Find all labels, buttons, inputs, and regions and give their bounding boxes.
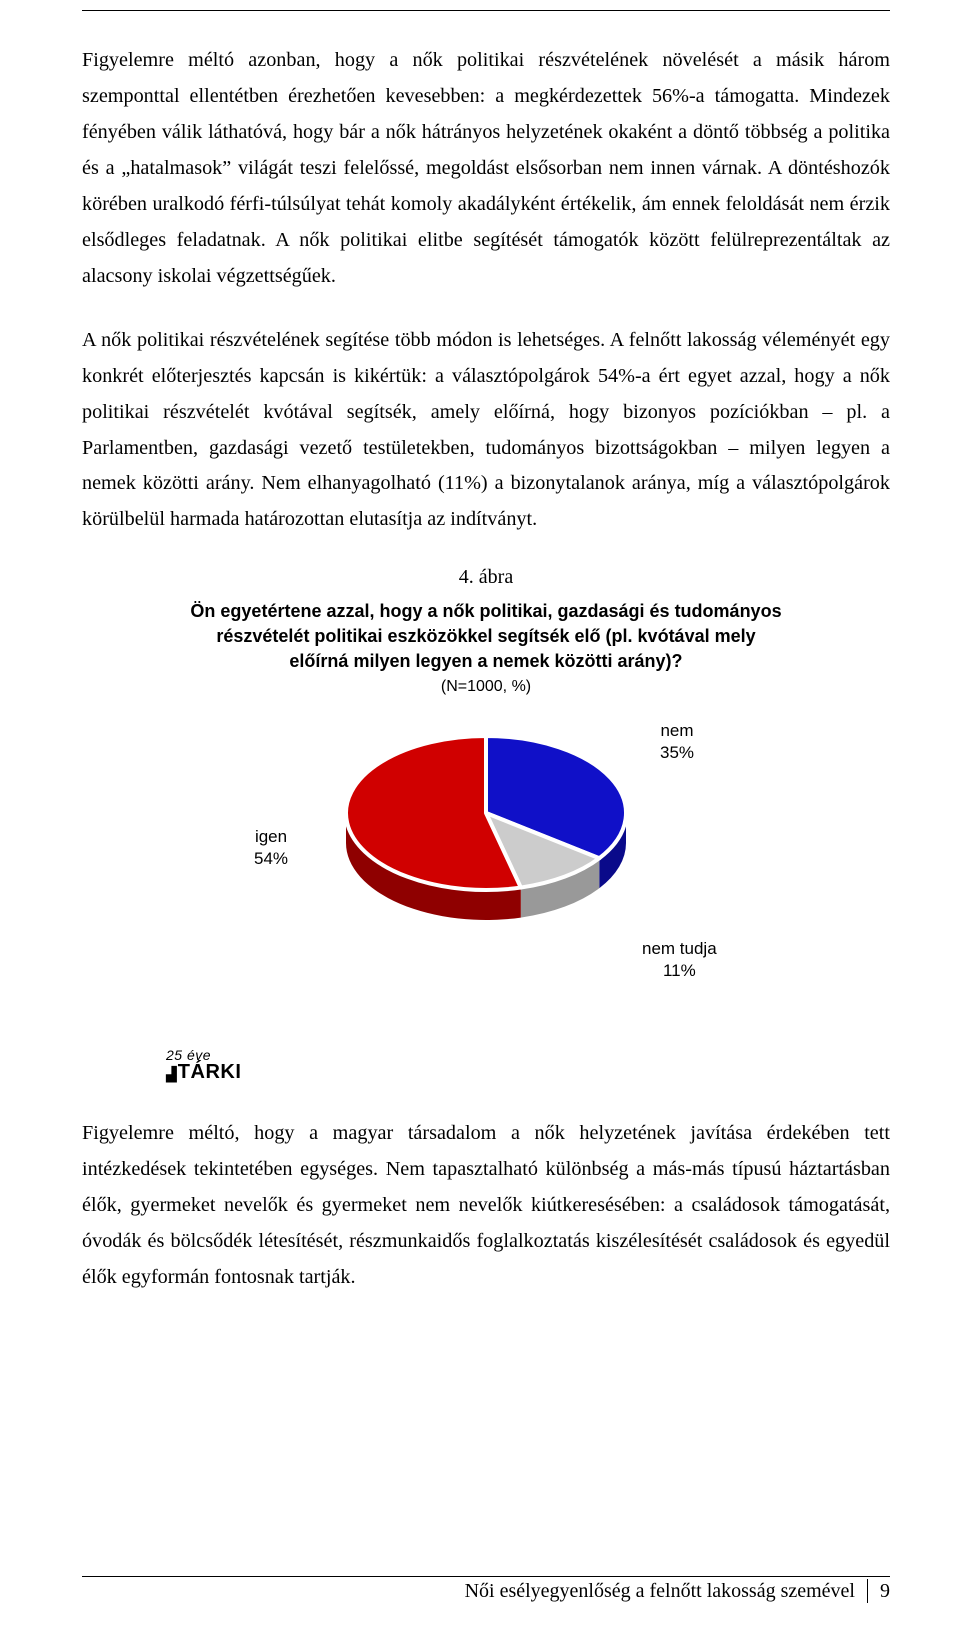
chart-title: Ön egyetértene azzal, hogy a nők politik… <box>186 599 786 673</box>
paragraph-1: Figyelemre méltó azonban, hogy a nők pol… <box>82 43 890 295</box>
footer-page-number: 9 <box>880 1580 890 1603</box>
slice-name-igen: igen <box>255 827 287 846</box>
slice-label-nem-tudja: nem tudja 11% <box>642 938 717 982</box>
slice-value-nem: 35% <box>660 743 694 762</box>
slice-name-nem-tudja: nem tudja <box>642 939 717 958</box>
logo-stairs-icon: ▟ <box>166 1072 174 1078</box>
pie-chart: nem 35% nem tudja 11% igen 54% 25 éve ▟ … <box>136 706 836 1066</box>
paragraph-3: Figyelemre méltó, hogy a magyar társadal… <box>82 1116 890 1296</box>
footer-text: Női esélyegyenlőség a felnőtt lakosság s… <box>465 1580 855 1603</box>
tarki-logo: 25 éve ▟ TÁRKI <box>166 1047 241 1084</box>
paragraph-2: A nők politikai részvételének segítése t… <box>82 323 890 539</box>
slice-label-igen: igen 54% <box>254 826 288 870</box>
logo-brand: TÁRKI <box>178 1061 242 1084</box>
top-rule <box>82 10 890 11</box>
footer-rule <box>82 1576 890 1577</box>
chart-subtitle: (N=1000, %) <box>82 678 890 696</box>
pie-graphic <box>346 736 626 929</box>
slice-value-igen: 54% <box>254 849 288 868</box>
slice-name-nem: nem <box>660 721 693 740</box>
page-footer: Női esélyegyenlőség a felnőtt lakosság s… <box>82 1576 890 1603</box>
slice-label-nem: nem 35% <box>660 720 694 764</box>
figure-label: 4. ábra <box>82 566 890 589</box>
slice-value-nem-tudja: 11% <box>663 961 696 980</box>
footer-divider <box>867 1579 868 1603</box>
